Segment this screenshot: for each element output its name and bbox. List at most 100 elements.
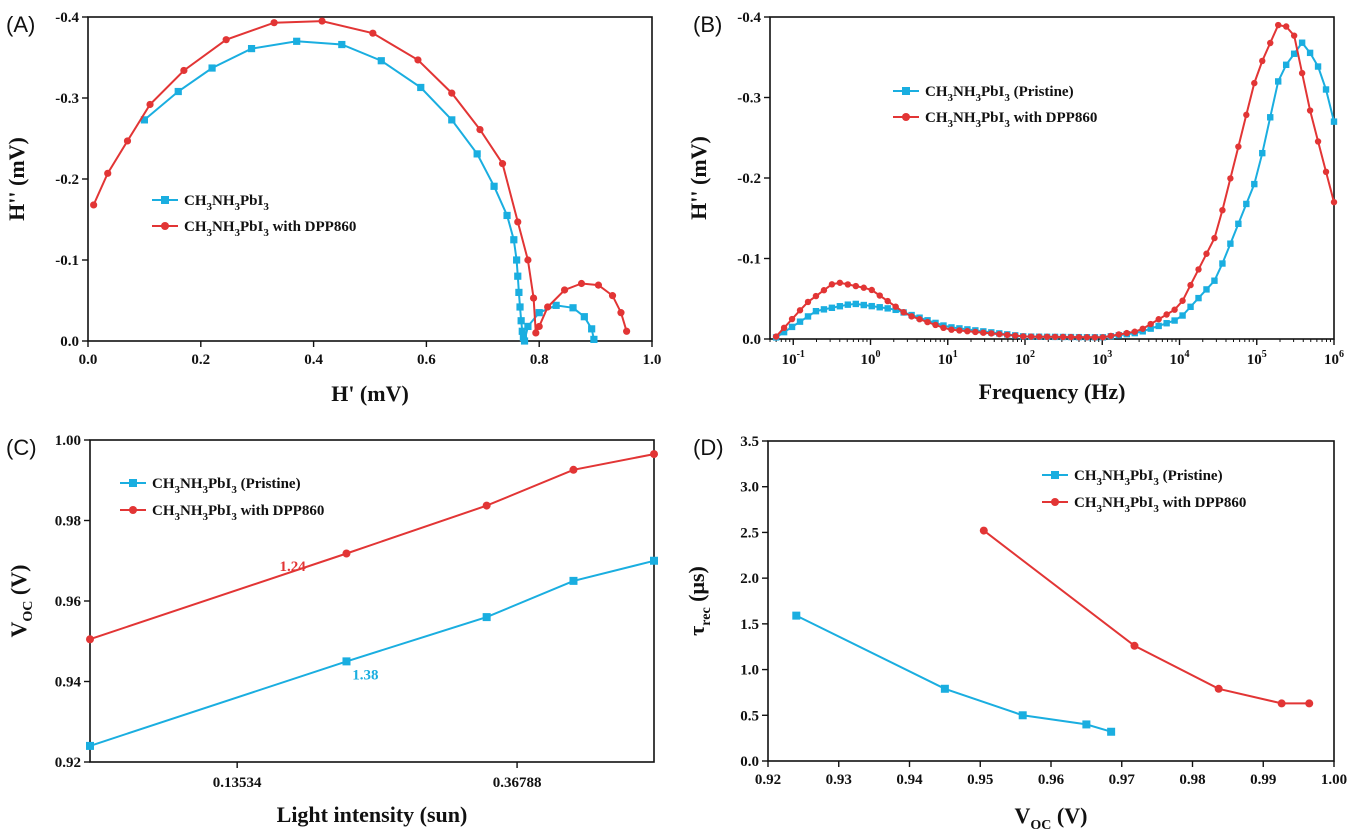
y-tick-label: -0.1 bbox=[737, 252, 761, 268]
data-marker bbox=[518, 327, 526, 335]
data-marker bbox=[1214, 684, 1223, 693]
y-tick-label: 0.96 bbox=[55, 594, 82, 610]
data-marker bbox=[318, 17, 326, 25]
data-marker bbox=[513, 256, 521, 264]
x-tick-label: 0.6 bbox=[417, 352, 436, 368]
data-marker bbox=[529, 294, 538, 302]
data-marker bbox=[1107, 332, 1115, 340]
data-marker bbox=[1243, 200, 1250, 208]
data-marker bbox=[544, 303, 552, 311]
y-axis-label: H'' (mV) bbox=[4, 137, 29, 221]
data-marker bbox=[828, 304, 836, 311]
data-marker bbox=[1179, 297, 1186, 304]
x-tick-label: 0.2 bbox=[191, 352, 210, 368]
data-marker bbox=[161, 196, 169, 204]
data-marker bbox=[338, 40, 346, 49]
data-marker bbox=[772, 333, 780, 340]
data-marker bbox=[868, 302, 875, 310]
x-tick-label: 0.8 bbox=[530, 352, 549, 368]
x-axis-label: H' (mV) bbox=[331, 381, 409, 406]
y-tick-label: -0.3 bbox=[55, 91, 79, 107]
data-marker bbox=[940, 684, 949, 693]
data-marker bbox=[964, 327, 971, 335]
data-marker bbox=[577, 279, 586, 288]
data-marker bbox=[1235, 220, 1242, 228]
data-marker bbox=[369, 29, 377, 37]
series-line bbox=[775, 23, 1335, 339]
data-marker bbox=[1059, 333, 1067, 341]
data-marker bbox=[1195, 266, 1202, 273]
data-marker bbox=[161, 222, 169, 230]
y-tick-label: -0.4 bbox=[737, 10, 761, 26]
data-marker bbox=[780, 324, 788, 332]
data-marker bbox=[1051, 471, 1059, 479]
x-tick-label: 0.97 bbox=[1109, 772, 1136, 788]
data-marker bbox=[514, 218, 522, 226]
data-marker bbox=[590, 335, 598, 343]
data-marker bbox=[868, 286, 875, 294]
y-tick-label: 3.0 bbox=[740, 480, 759, 496]
data-marker bbox=[1147, 320, 1154, 328]
data-marker bbox=[482, 501, 491, 510]
x-tick-label: 1.0 bbox=[643, 352, 662, 368]
y-axis-label: H'' (mV) bbox=[686, 136, 711, 220]
y-tick-label: -0.3 bbox=[737, 91, 761, 107]
data-marker bbox=[820, 306, 828, 313]
legend-entry: CH3NH3PbI3 bbox=[184, 193, 269, 213]
data-marker bbox=[1163, 320, 1170, 327]
data-marker bbox=[980, 329, 987, 336]
data-marker bbox=[1306, 107, 1314, 114]
legend-entry: CH3NH3PbI3 with DPP860 bbox=[184, 219, 356, 239]
data-marker bbox=[569, 465, 578, 474]
panel-label: (D) bbox=[693, 435, 724, 460]
data-marker bbox=[1171, 306, 1178, 313]
y-tick-label: 0.0 bbox=[740, 754, 759, 770]
data-marker bbox=[988, 330, 995, 337]
data-marker bbox=[1082, 720, 1091, 729]
data-marker bbox=[174, 87, 182, 96]
x-tick-label: 0.0 bbox=[79, 352, 98, 368]
data-marker bbox=[788, 315, 796, 323]
data-marker bbox=[1219, 260, 1226, 267]
data-marker bbox=[552, 301, 560, 309]
data-marker bbox=[650, 556, 658, 565]
data-marker bbox=[1099, 334, 1107, 341]
data-marker bbox=[1277, 699, 1286, 708]
legend-entry: CH3NH3PbI3 (Pristine) bbox=[152, 476, 301, 496]
data-marker bbox=[342, 549, 351, 558]
data-marker bbox=[892, 303, 899, 310]
data-marker bbox=[588, 325, 596, 333]
x-tick-label: 101 bbox=[938, 349, 958, 368]
data-marker bbox=[972, 328, 979, 336]
data-marker bbox=[650, 450, 658, 459]
x-tick-label: 106 bbox=[1324, 349, 1344, 368]
data-marker bbox=[876, 292, 883, 299]
y-tick-label: -0.4 bbox=[55, 10, 79, 26]
data-marker bbox=[1091, 334, 1099, 341]
data-marker bbox=[1018, 711, 1027, 720]
data-marker bbox=[1051, 498, 1059, 506]
data-marker bbox=[608, 292, 617, 300]
data-marker bbox=[792, 611, 801, 620]
y-tick-label: 0.98 bbox=[55, 514, 81, 530]
data-marker bbox=[1027, 333, 1035, 340]
data-marker bbox=[293, 37, 301, 45]
y-tick-label: 3.5 bbox=[740, 434, 759, 450]
data-marker bbox=[852, 282, 860, 290]
data-marker bbox=[804, 298, 812, 306]
data-marker bbox=[924, 318, 931, 326]
data-marker bbox=[1083, 334, 1091, 341]
data-marker bbox=[876, 304, 883, 311]
x-tick-label: 0.96 bbox=[1038, 772, 1065, 788]
data-marker bbox=[844, 301, 852, 308]
x-tick-label: 0.95 bbox=[967, 772, 993, 788]
data-marker bbox=[1115, 331, 1123, 338]
data-marker bbox=[476, 125, 484, 134]
data-marker bbox=[852, 300, 860, 308]
panel-c: (C) 0.92 0.94 0.96 0.98 1.00 0.13534 0.36788 Lig… bbox=[6, 433, 658, 827]
data-marker bbox=[569, 576, 578, 585]
data-marker bbox=[535, 322, 543, 331]
data-marker bbox=[902, 113, 910, 121]
data-marker bbox=[1330, 118, 1338, 125]
data-marker bbox=[996, 330, 1003, 338]
